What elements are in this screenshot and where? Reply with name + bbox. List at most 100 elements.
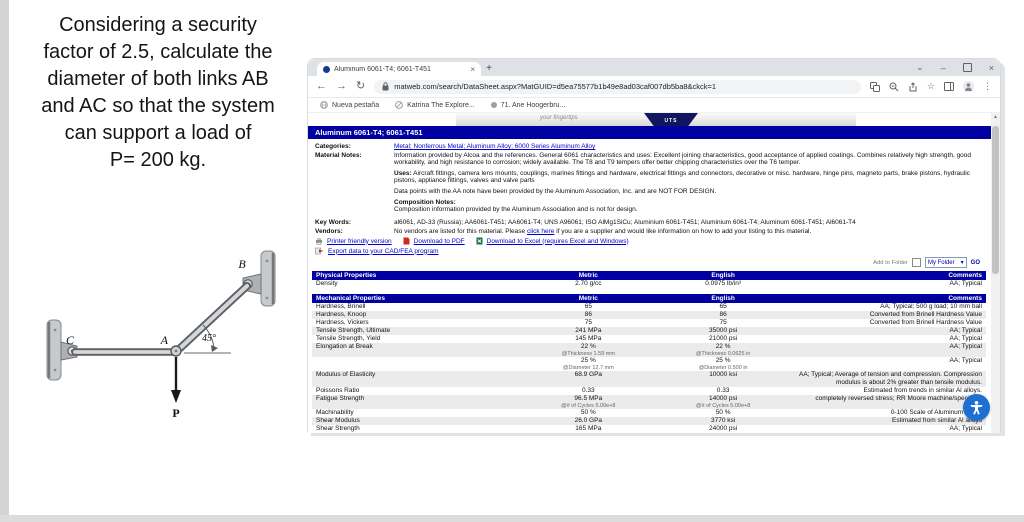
new-tab-button[interactable]: + [486,63,492,74]
property-cell-english: 0.33 [716,387,730,394]
property-cell-comments: AA; Typical [949,425,982,432]
property-cell-name: Machinability [316,409,354,416]
forward-icon[interactable]: → [336,80,347,92]
vendors-label: Vendors: [315,228,343,235]
property-cell-note: @Diameter 12.7 mm [562,365,614,371]
star-icon[interactable]: ☆ [926,81,935,91]
property-cell-metric: 22 % @Thickness 1.59 mm [514,343,662,357]
page-scrollbar[interactable]: ▲ [991,113,1000,433]
minimize-button[interactable]: – [940,62,946,73]
property-cell-english: 22 % @Thickness 0.0625 in [662,343,783,357]
folder-select[interactable]: My Folder ▾ [924,257,967,268]
property-cell-name: Poissons Ratio [316,387,360,394]
click-here-link[interactable]: click here [526,228,555,235]
property-row: 25 % @Diameter 12.7 mm 25 % @Diameter 0.500… [312,357,986,371]
keywords-row: Key Words: al6061, AD-33 (Russia); AA606… [308,219,1000,226]
property-cell-comments: AA; Typical [949,280,982,287]
scrollbar-thumb[interactable] [992,126,999,274]
problem-line: Considering a security [59,14,257,36]
property-cell-metric: 75 [584,319,592,326]
bottom-edge-strip [0,515,1024,522]
problem-statement: Considering a security factor of 2.5, ca… [12,12,304,174]
document-actions: Printer friendly version Download to PDF… [315,237,1000,245]
property-cell-english: 10000 ksi [709,371,738,378]
property-cell-comments: completely reversed stress; RR Moore mac… [815,395,982,402]
property-row: Fatigue Strength 96.5 MPa @# of Cycles 5.0… [312,395,986,409]
property-cell-note: @# of Cycles 5.00e+8 [695,403,751,409]
share-icon[interactable] [908,81,918,92]
category-link[interactable]: 6000 Series Aluminum Alloy [514,143,596,150]
vendors-text: No vendors are listed for this material.… [394,228,527,235]
printer-icon [316,238,322,245]
bookmark-item[interactable]: Katrina The Explore... [395,101,475,109]
property-cell-english: 86 [719,311,727,318]
bookmark-item[interactable]: Nueva pestaña [320,101,379,109]
download-pdf-link[interactable]: Download to PDF [413,237,465,245]
property-cell-metric: 145 MPa [575,335,602,342]
category-link[interactable]: Aluminum Alloy [467,143,515,150]
col-english: English [711,295,735,302]
menu-kebab-icon[interactable]: ⋮ [983,81,992,91]
tab-close-icon[interactable]: × [470,64,475,74]
bookmark-label: Nueva pestaña [332,101,380,109]
property-cell-english: 0.0975 lb/in³ [705,280,741,287]
property-cell-metric: 241 MPa [575,327,602,334]
reload-icon[interactable]: ↻ [356,80,366,92]
go-button[interactable]: GO [970,259,980,266]
chevron-down-icon: ▾ [960,260,964,266]
vendors-row: Vendors: No vendors are listed for this … [308,228,1000,235]
globe-icon [320,101,328,109]
material-title: Aluminum 6061-T4; 6061-T451 [308,126,1000,139]
export-cadfea-link[interactable]: Export data to your CAD/FEA program [328,247,439,255]
keywords-label: Key Words: [315,219,351,226]
material-notes-row: Material Notes: Information provided by … [308,152,1000,217]
zoom-icon[interactable] [889,82,899,92]
problem-line: P= 200 kg. [109,149,207,171]
property-row: Elongation at Break 22 % @Thickness 1.59 m… [312,343,986,357]
property-cell-english: 35000 psi [709,327,738,334]
label-a: A [160,333,169,347]
side-panel-icon[interactable] [944,82,954,91]
lock-icon [382,82,389,91]
property-cell-metric: 65 [584,303,592,310]
uses-label: Uses: [394,170,412,177]
property-cell-comments: Estimated from similar Al alloys [892,417,982,424]
property-cell-note: @Thickness 0.0625 in [695,351,751,357]
property-cell-note: @Thickness 1.59 mm [561,351,615,357]
maximize-button[interactable] [962,63,972,72]
bookmark-item[interactable]: 71. Ane Hoogerbru... [490,102,565,109]
col-metric: Metric [578,295,598,302]
close-button[interactable]: × [988,62,994,73]
property-cell-english: 65 [719,303,727,310]
property-cell-english: 21000 psi [709,335,738,342]
data-points-paragraph: Data points with the AA note have been p… [394,188,717,195]
accessibility-button[interactable] [963,394,990,421]
download-excel-link[interactable]: Download to Excel (requires Excel and Wi… [486,237,629,245]
folder-checkbox[interactable] [911,258,921,267]
table-title: Mechanical Properties [316,295,385,302]
category-link[interactable]: Metal [394,143,414,150]
property-cell-metric: 68.9 GPa [574,371,603,378]
favicon-dot-icon [490,102,497,108]
property-cell-english: 3770 ksi [711,417,736,424]
property-cell-english: 14000 psi @# of Cycles 5.00e+8 [662,395,783,409]
property-cell-comments: AA; Typical [949,357,982,364]
back-icon[interactable]: ← [316,80,327,92]
excel-icon [476,237,483,245]
col-metric: Metric [578,272,598,279]
property-cell-name: Hardness, Knoop [316,311,367,318]
physical-properties-table: Physical Properties Metric English Comme… [312,271,986,288]
property-cell-comments: AA; Typical; 500 g load; 10 mm ball [880,303,982,310]
address-bar[interactable]: matweb.com/search/DataSheet.aspx?MatGUID… [374,79,861,94]
category-link[interactable]: Nonferrous Metal [414,143,467,150]
add-to-folder-label: Add to Folder [873,259,908,266]
scroll-up-arrow-icon[interactable]: ▲ [993,114,998,120]
printer-friendly-link[interactable]: Printer friendly version [327,237,392,245]
avatar[interactable] [963,81,974,92]
banner-badge: UTS [644,113,698,126]
property-cell-comments: Converted from Brinell Hardness Value [869,319,982,326]
tab-search-chevron-icon[interactable]: ⌄ [916,62,924,72]
translate-icon[interactable] [869,81,880,92]
site-banner: your fingertips UTS [456,113,856,126]
browser-tab[interactable]: Aluminum 6061-T4; 6061-T451 × [317,62,481,76]
